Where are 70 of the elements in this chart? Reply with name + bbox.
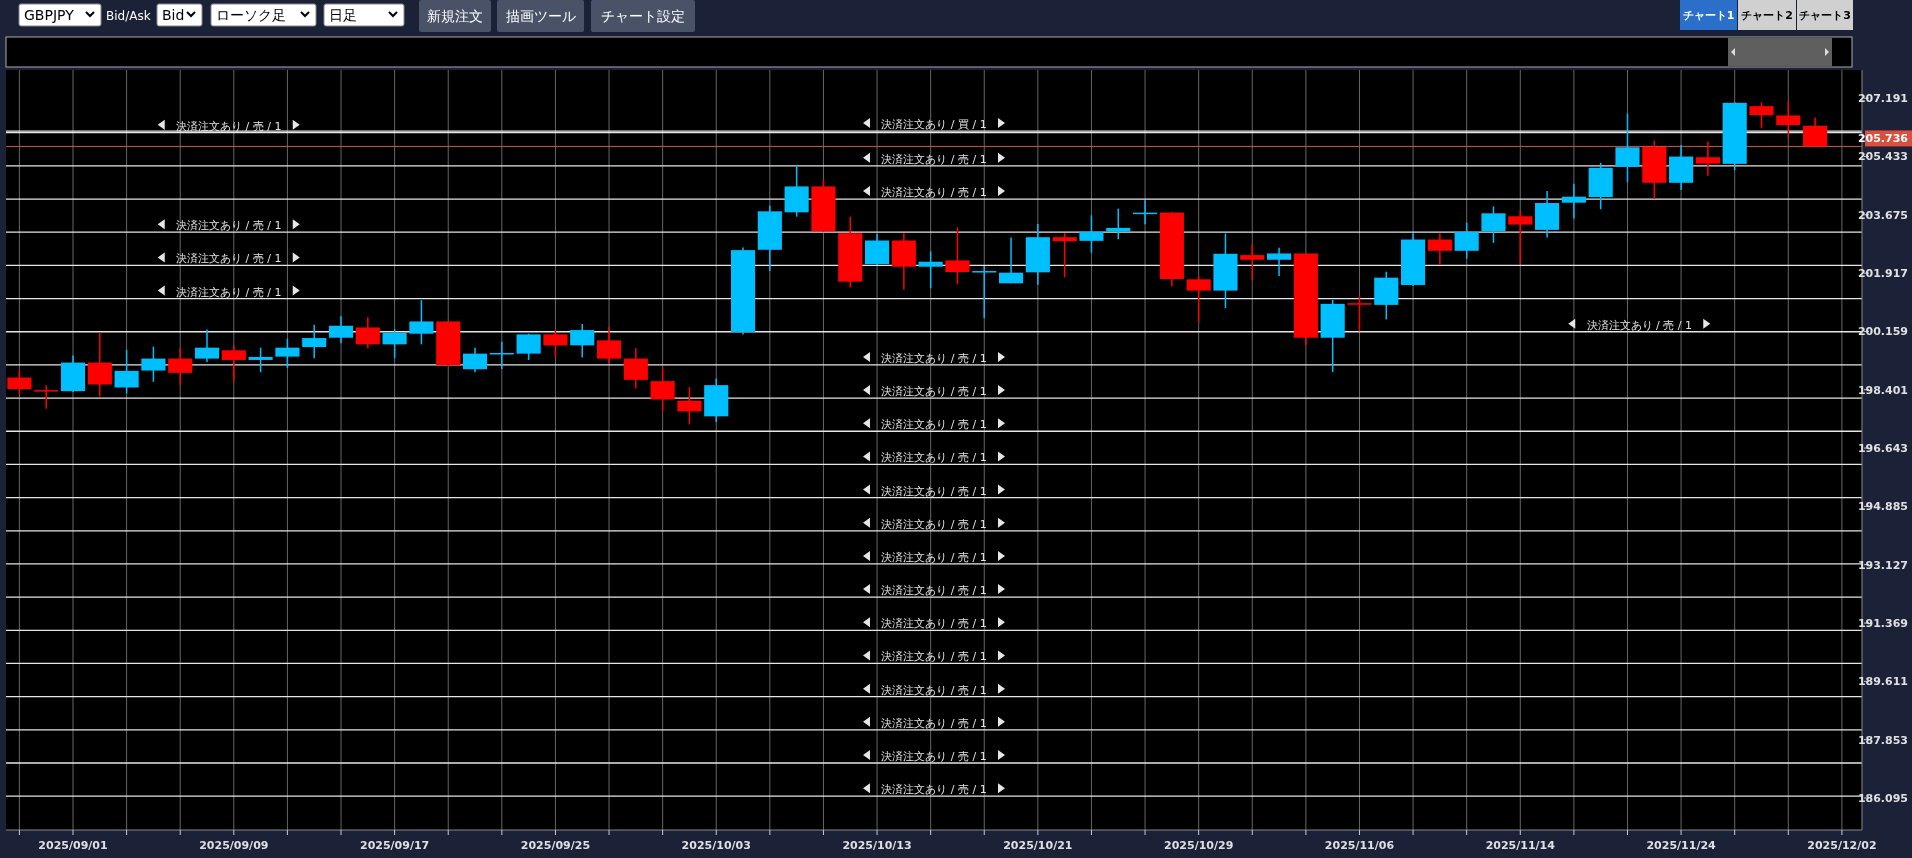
y-tick-label: 201.917	[1857, 267, 1908, 281]
ref-line-label: 決済注文あり / 売 / 1	[176, 219, 282, 233]
candlestick	[1240, 243, 1265, 281]
y-tick-label: 198.401	[1857, 383, 1908, 397]
ref-line-label: 決済注文あり / 売 / 1	[881, 783, 987, 797]
ref-line-label: 決済注文あり / 売 / 1	[881, 716, 987, 730]
x-tick-label: 2025/11/24	[1646, 839, 1717, 852]
ref-line-label: 決済注文あり / 売 / 1	[881, 517, 987, 531]
y-tick-label: 200.159	[1857, 325, 1908, 339]
ref-line-label: 決済注文あり / 売 / 1	[881, 385, 987, 399]
ref-line-label: 決済注文あり / 売 / 1	[881, 584, 987, 598]
y-tick-label: 187.853	[1857, 733, 1908, 747]
text: Bid/Ask	[106, 9, 151, 23]
ref-line-label: 決済注文あり / 売 / 1	[881, 451, 987, 465]
y-tick-label: 196.643	[1857, 442, 1908, 456]
text: ローソク足	[216, 7, 286, 23]
candlestick	[945, 226, 970, 286]
candlestick	[34, 384, 59, 410]
candlestick	[918, 250, 943, 290]
ref-line-label: 決済注文あり / 売 / 1	[881, 484, 987, 498]
ref-line-label: 決済注文あり / 売 / 1	[881, 550, 987, 564]
candlestick	[1267, 247, 1292, 277]
y-tick-label: 186.095	[1857, 791, 1908, 805]
text: チャート2	[1741, 9, 1793, 22]
x-tick-label: 2025/10/21	[1003, 839, 1073, 852]
x-tick-label: 2025/11/14	[1485, 839, 1556, 852]
ref-line-label: 決済注文あり / 売 / 1	[881, 418, 987, 432]
candlestick	[1052, 232, 1077, 279]
candlestick	[1347, 295, 1372, 333]
text: Bid	[162, 7, 185, 23]
ref-line-label: 決済注文あり / 買 / 1	[881, 118, 987, 132]
text: チャート設定	[601, 8, 685, 24]
text: チャート3	[1799, 9, 1851, 22]
candlestick	[248, 346, 273, 373]
candlestick	[1561, 183, 1586, 220]
y-tick-label: 194.885	[1857, 500, 1908, 514]
y-tick-label: 193.127	[1857, 558, 1908, 572]
candlestick	[972, 265, 997, 319]
y-tick-label: 205.433	[1857, 150, 1908, 164]
ref-line-label: 決済注文あり / 売 / 1	[881, 650, 987, 664]
y-tick-label: 189.611	[1857, 675, 1908, 689]
x-tick-label: 2025/12/02	[1807, 839, 1877, 852]
ref-line-label: 決済注文あり / 売 / 1	[881, 683, 987, 697]
ref-line-label: 決済注文あり / 売 / 1	[176, 252, 282, 266]
ref-line-label: 決済注文あり / 売 / 1	[176, 285, 282, 299]
x-tick-label: 2025/10/29	[1164, 839, 1234, 852]
x-tick-label: 2025/09/17	[359, 839, 430, 852]
x-tick-label: 2025/11/06	[1324, 839, 1395, 852]
y-tick-label: 203.675	[1857, 208, 1908, 222]
ref-line-label: 決済注文あり / 売 / 1	[881, 351, 987, 365]
text: チャート1	[1682, 9, 1735, 22]
candlestick	[1695, 140, 1720, 177]
y-tick-label: 207.191	[1857, 92, 1908, 106]
y-tick-label: 191.369	[1857, 617, 1908, 631]
ref-line-label: 決済注文あり / 売 / 1	[1586, 318, 1692, 332]
text: 新規注文	[427, 8, 483, 24]
chart-title: GBPJPY	[24, 7, 75, 23]
text: 日足	[329, 7, 357, 23]
ref-line-label: 決済注文あり / 売 / 1	[881, 617, 987, 631]
x-tick-label: 2025/10/13	[842, 839, 912, 852]
x-tick-label: 2025/09/25	[520, 839, 591, 852]
x-tick-label: 2025/09/09	[199, 839, 269, 852]
ref-line-label: 決済注文あり / 売 / 1	[881, 152, 987, 166]
x-tick-label: 2025/10/03	[681, 839, 751, 852]
candlestick	[1106, 207, 1131, 240]
ref-line-label: 決済注文あり / 売 / 1	[176, 119, 282, 133]
ref-line-label: 決済注文あり / 売 / 1	[881, 749, 987, 763]
text: 描画ツール	[505, 8, 576, 24]
x-tick-label: 2025/09/01	[38, 839, 108, 852]
ref-line-label: 決済注文あり / 売 / 1	[881, 186, 987, 200]
